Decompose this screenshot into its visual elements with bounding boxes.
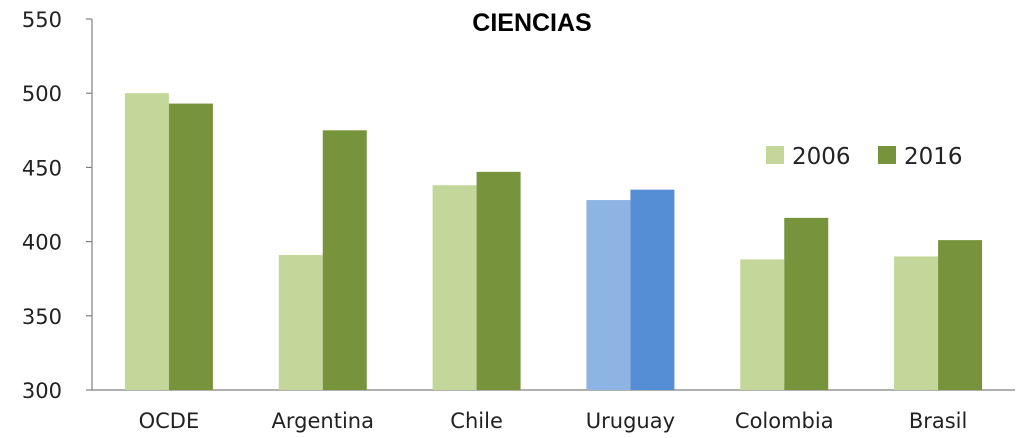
x-tick-label: Uruguay	[586, 409, 675, 433]
y-tick-label: 500	[22, 82, 62, 106]
y-tick-label: 300	[22, 379, 62, 403]
legend-swatch-2016	[878, 146, 896, 164]
bar-ocde-2016	[168, 103, 213, 390]
legend-label-2016: 2016	[904, 144, 963, 170]
x-tick-label: Chile	[450, 409, 503, 433]
y-tick-label: 450	[22, 156, 62, 180]
x-tick-label: Colombia	[735, 409, 834, 433]
legend: 2006 2016	[766, 144, 963, 170]
chart-title: CIENCIAS	[472, 9, 591, 37]
bar-argentina-2016	[322, 130, 367, 391]
bar-brasil-2016	[938, 240, 983, 390]
bar-chile-2016	[476, 171, 521, 390]
y-tick-label: 400	[22, 231, 62, 255]
bar-colombia-2006	[740, 259, 785, 390]
bar-argentina-2006	[278, 254, 323, 390]
bar-brasil-2006	[894, 256, 939, 390]
y-tick-label: 350	[22, 305, 62, 329]
legend-label-2006: 2006	[792, 144, 851, 170]
x-axis: OCDE Argentina Chile Uruguay Colombia Brasil	[92, 389, 1015, 433]
bar-chile-2006	[432, 185, 477, 390]
bars	[124, 93, 983, 391]
x-tick-label: OCDE	[139, 409, 200, 433]
x-tick-label: Argentina	[272, 409, 374, 433]
bar-ocde-2006	[124, 93, 169, 390]
bar-uruguay-2006	[586, 200, 631, 390]
y-tick-label: 550	[22, 8, 62, 32]
bar-colombia-2016	[784, 217, 829, 390]
y-axis: 300 350 400 450 500 550	[22, 8, 93, 403]
legend-swatch-2006	[766, 146, 784, 164]
bar-uruguay-2016	[630, 189, 675, 390]
x-tick-label: Brasil	[909, 409, 968, 433]
